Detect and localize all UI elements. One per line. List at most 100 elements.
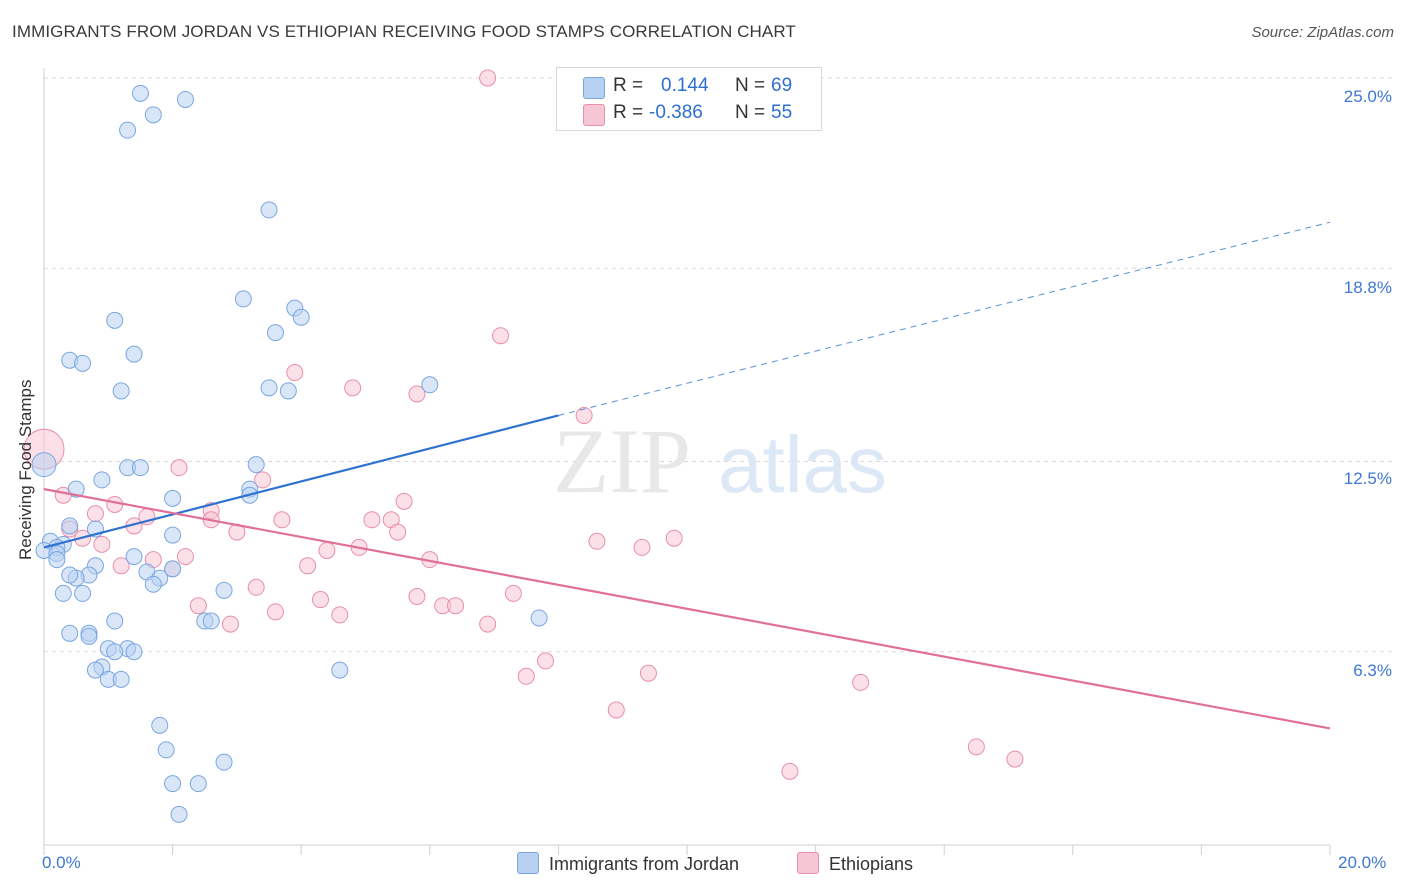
jordan-point bbox=[131, 459, 149, 477]
ethiopian-point bbox=[852, 673, 870, 691]
correlation-legend: R = 0.144 N = 69 R = -0.386 N = 55 bbox=[556, 67, 822, 131]
jordan-point bbox=[164, 489, 182, 507]
ethiopian-point bbox=[170, 459, 188, 477]
jordan-point bbox=[260, 201, 278, 219]
jordan-point bbox=[80, 627, 98, 645]
ethiopian-point bbox=[363, 511, 381, 529]
ethiopian-point bbox=[344, 379, 362, 397]
n-value: 55 bbox=[771, 102, 793, 123]
jordan-point bbox=[215, 581, 233, 599]
jordan-trend-extension bbox=[558, 221, 1331, 416]
jordan-point bbox=[176, 90, 194, 108]
ethiopian-point bbox=[537, 652, 555, 670]
jordan-point bbox=[67, 480, 85, 498]
jordan-point bbox=[279, 382, 297, 400]
ethiopian-point bbox=[273, 511, 291, 529]
jordan-point bbox=[48, 551, 66, 569]
jordan-point bbox=[260, 379, 278, 397]
legend-swatch-pink bbox=[583, 104, 605, 126]
jordan-point bbox=[144, 575, 162, 593]
ethiopian-point bbox=[408, 587, 426, 605]
ethiopian-point bbox=[299, 557, 317, 575]
ethiopian-point bbox=[93, 535, 111, 553]
watermark-atlas: atlas bbox=[718, 420, 887, 509]
n-value: 69 bbox=[771, 75, 793, 96]
jordan-point bbox=[164, 560, 182, 578]
jordan-point bbox=[86, 661, 104, 679]
jordan-point bbox=[292, 308, 310, 326]
ethiopian-point bbox=[665, 529, 683, 547]
jordan-point bbox=[125, 548, 143, 566]
ethiopian-point bbox=[447, 597, 465, 615]
jordan-point bbox=[202, 612, 220, 630]
jordan-point bbox=[164, 526, 182, 544]
ethiopian-point bbox=[86, 505, 104, 523]
legend-swatch-blue bbox=[583, 77, 605, 99]
jordan-point bbox=[31, 452, 57, 478]
x-tick-label: 0.0% bbox=[42, 853, 81, 872]
ethiopian-point bbox=[189, 597, 207, 615]
jordan-point bbox=[119, 121, 137, 139]
ethiopian-point bbox=[395, 492, 413, 510]
legend-swatch-blue bbox=[517, 852, 539, 874]
y-tick-label: 18.8% bbox=[1343, 278, 1392, 297]
legend-swatch-pink bbox=[797, 852, 819, 874]
jordan-point bbox=[106, 643, 124, 661]
ethiopian-point bbox=[221, 615, 239, 633]
ethiopian-point bbox=[588, 532, 606, 550]
jordan-point bbox=[61, 517, 79, 535]
ethiopian-point bbox=[389, 523, 407, 541]
jordan-point bbox=[61, 566, 79, 584]
jordan-point bbox=[106, 612, 124, 630]
jordan-point bbox=[125, 345, 143, 363]
y-axis-label: Receiving Food Stamps bbox=[16, 379, 35, 560]
r-value: -0.386 bbox=[649, 102, 703, 123]
ethiopian-point bbox=[517, 667, 535, 685]
jordan-point bbox=[234, 290, 252, 308]
ethiopian-point bbox=[781, 762, 799, 780]
jordan-point bbox=[112, 670, 130, 688]
jordan-point bbox=[215, 753, 233, 771]
n-label: N = bbox=[735, 75, 766, 96]
jordan-point bbox=[125, 643, 143, 661]
ethiopian-point bbox=[408, 385, 426, 403]
jordan-point bbox=[247, 456, 265, 474]
jordan-point bbox=[144, 106, 162, 124]
ethiopian-point bbox=[607, 701, 625, 719]
ethiopian-point bbox=[504, 584, 522, 602]
watermark-zip: ZIP bbox=[553, 410, 691, 512]
jordan-point bbox=[74, 354, 92, 372]
y-tick-label: 12.5% bbox=[1343, 469, 1392, 488]
ethiopian-point bbox=[639, 664, 657, 682]
ethiopian-point bbox=[575, 406, 593, 424]
jordan-point bbox=[61, 624, 79, 642]
ethiopian-point bbox=[106, 495, 124, 513]
ethiopian-point bbox=[633, 538, 651, 556]
source-label: Source: ZipAtlas.com bbox=[1251, 24, 1394, 41]
r-label: R = bbox=[613, 75, 644, 96]
ethiopian-point bbox=[176, 548, 194, 566]
ethiopian-point bbox=[1006, 750, 1024, 768]
legend-item-ethiopians[interactable]: Ethiopians bbox=[797, 852, 913, 875]
r-label: R = bbox=[613, 102, 644, 123]
ethiopian-point bbox=[311, 591, 329, 609]
jordan-point bbox=[93, 471, 111, 489]
n-label: N = bbox=[735, 102, 766, 123]
jordan-point bbox=[131, 84, 149, 102]
jordan-point bbox=[151, 716, 169, 734]
ethiopian-point bbox=[331, 606, 349, 624]
jordan-point bbox=[112, 382, 130, 400]
ethiopian-point bbox=[318, 541, 336, 559]
ethiopian-point bbox=[492, 327, 510, 345]
legend-label: Immigrants from Jordan bbox=[549, 854, 740, 874]
ethiopian-point bbox=[967, 738, 985, 756]
jordan-point bbox=[170, 805, 188, 823]
ethiopian-point bbox=[254, 471, 272, 489]
ethiopian-point bbox=[247, 578, 265, 596]
ethiopian-point bbox=[286, 364, 304, 382]
jordan-point bbox=[164, 775, 182, 793]
legend-item-jordan[interactable]: Immigrants from Jordan bbox=[517, 852, 739, 875]
ethiopian-point bbox=[479, 69, 497, 87]
jordan-point bbox=[421, 376, 439, 394]
